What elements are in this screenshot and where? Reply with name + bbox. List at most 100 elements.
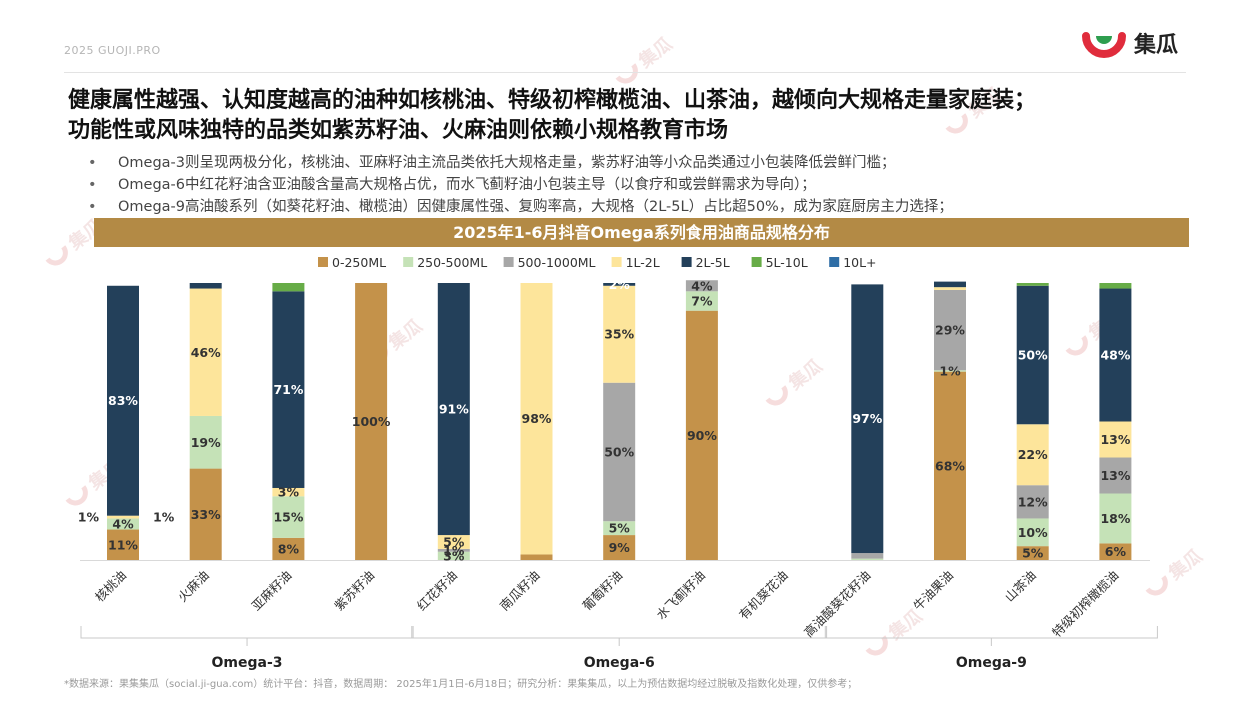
bar-segment <box>107 515 139 519</box>
data-label: 1% <box>939 363 961 378</box>
bullet-text: Omega-6中红花籽油含亚油酸含量高大规格占优，而水飞蓟籽油小包装主导（以食疗… <box>118 177 816 193</box>
data-label: 18% <box>1100 511 1130 526</box>
x-tick-label: 南瓜籽油 <box>497 568 543 614</box>
data-label: 19% <box>191 435 221 450</box>
legend-label: 2L-5L <box>696 255 730 270</box>
data-label: 1% <box>443 543 465 558</box>
data-label: 1% <box>153 510 175 525</box>
bar-segment <box>437 535 470 549</box>
legend-swatch <box>403 257 414 267</box>
watermark-logo-icon <box>945 113 968 134</box>
bar-segment <box>272 291 305 488</box>
bar-segment <box>189 288 222 416</box>
data-label: 46% <box>191 345 221 360</box>
legend-label: 500-1000ML <box>518 255 596 270</box>
header-divider <box>64 72 1186 73</box>
bullet-text: Omega-9高油酸系列（如葵花籽油、橄榄油）因健康属性强、复购率高，大规格（2… <box>118 199 953 215</box>
bar-segment <box>1016 285 1049 425</box>
x-tick-label: 高油酸葵花籽油 <box>801 568 873 640</box>
data-label: 11% <box>108 537 138 552</box>
bar-segment <box>934 287 966 290</box>
group-label: Omega-3 <box>212 655 283 671</box>
data-label: 2% <box>609 277 631 292</box>
bar-segment <box>1099 288 1132 422</box>
data-label: 83% <box>108 393 138 408</box>
bar-segment <box>189 283 222 289</box>
data-label: 98% <box>522 411 552 426</box>
watermark-logo-icon <box>615 63 638 84</box>
data-label: 97% <box>852 411 882 426</box>
brand-logo: 集瓜 <box>1082 26 1178 60</box>
data-label: 7% <box>691 294 713 309</box>
brand-name: 集瓜 <box>1134 33 1179 58</box>
bar-segment <box>603 285 636 383</box>
x-tick-label: 亚麻籽油 <box>249 568 295 614</box>
data-label: 71% <box>273 382 303 397</box>
watermark: 集瓜 <box>1059 302 1127 363</box>
bar-segment <box>1016 424 1049 486</box>
data-label: 90% <box>687 428 717 443</box>
data-label: 5% <box>443 534 465 549</box>
x-tick-label: 水飞蓟籽油 <box>653 568 708 623</box>
bullet-dot: • <box>88 199 97 215</box>
legend-swatch <box>503 257 514 267</box>
data-label: 68% <box>935 458 965 473</box>
bar-segment <box>603 283 636 286</box>
legend-swatch <box>318 257 328 267</box>
bar-segment <box>603 535 636 560</box>
bar-segment <box>1016 546 1049 560</box>
data-label: 4% <box>691 278 713 293</box>
bar-segment <box>685 280 718 292</box>
bar-segment <box>189 468 222 560</box>
watermark-logo-icon <box>1065 335 1088 356</box>
data-label: 91% <box>439 402 469 417</box>
bullet-item: • Omega-6中红花籽油含亚油酸含量高大规格占优，而水飞蓟籽油小包装主导（以食… <box>88 174 953 196</box>
bar-segment <box>934 289 966 371</box>
legend-label: 250-500ML <box>417 255 487 270</box>
x-tick-label: 火麻油 <box>175 568 212 605</box>
group-bracket <box>80 626 414 639</box>
bar-segment <box>1099 457 1132 494</box>
legend-swatch <box>751 257 762 267</box>
bar-segment <box>272 537 305 560</box>
bar-segment <box>851 553 884 559</box>
bullet-item: • Omega-3则呈现两极分化，核桃油、亚麻籽油主流品类依托大规格走量，紫苏籽油… <box>88 152 953 174</box>
legend-swatch <box>611 257 622 267</box>
data-label: 13% <box>1100 468 1130 483</box>
watermark: 集瓜 <box>939 80 1007 141</box>
watermark: 集瓜 <box>39 212 107 273</box>
data-label: 4% <box>112 516 134 531</box>
data-label: 29% <box>935 323 965 338</box>
source-note: *数据来源：果集集瓜（social.ji-gua.com）统计平台：抖音，数据周… <box>64 679 858 690</box>
group-label: Omega-6 <box>584 655 655 671</box>
bar-segment <box>437 548 470 552</box>
bar-segment <box>1016 518 1049 547</box>
data-label: 3% <box>278 485 300 500</box>
watermark: 集瓜 <box>59 452 127 513</box>
bar-segment <box>107 518 139 530</box>
chart-title-banner: 2025年1-6月抖音Omega系列食用油商品规格分布 <box>94 218 1189 247</box>
watermark-logo-icon <box>865 635 888 656</box>
data-label: 5% <box>609 521 631 536</box>
bar-segment <box>437 551 470 560</box>
data-label: 22% <box>1018 447 1048 462</box>
x-tick-label: 牛油果油 <box>910 568 956 614</box>
legend-label: 10L+ <box>843 255 876 270</box>
data-label: 33% <box>191 507 221 522</box>
bar-segment <box>272 283 305 292</box>
legend-label: 5L-10L <box>766 255 808 270</box>
bar-segment <box>520 554 553 560</box>
group-label: Omega-9 <box>956 655 1027 671</box>
bullet-text: Omega-3则呈现两极分化，核桃油、亚麻籽油主流品类依托大规格走量，紫苏籽油等… <box>118 155 896 171</box>
bar-segment <box>685 310 718 560</box>
data-label: 9% <box>609 540 631 555</box>
bar-segment <box>1099 543 1132 560</box>
watermark: 集瓜 <box>1139 542 1207 603</box>
bar-segment <box>272 496 305 538</box>
data-label: 13% <box>1100 432 1130 447</box>
bar-segment <box>934 281 966 288</box>
bar-segment <box>107 285 139 516</box>
bar-segment <box>1099 493 1132 544</box>
legend-label: 0-250ML <box>332 255 386 270</box>
watermark-logo-icon <box>45 245 68 266</box>
